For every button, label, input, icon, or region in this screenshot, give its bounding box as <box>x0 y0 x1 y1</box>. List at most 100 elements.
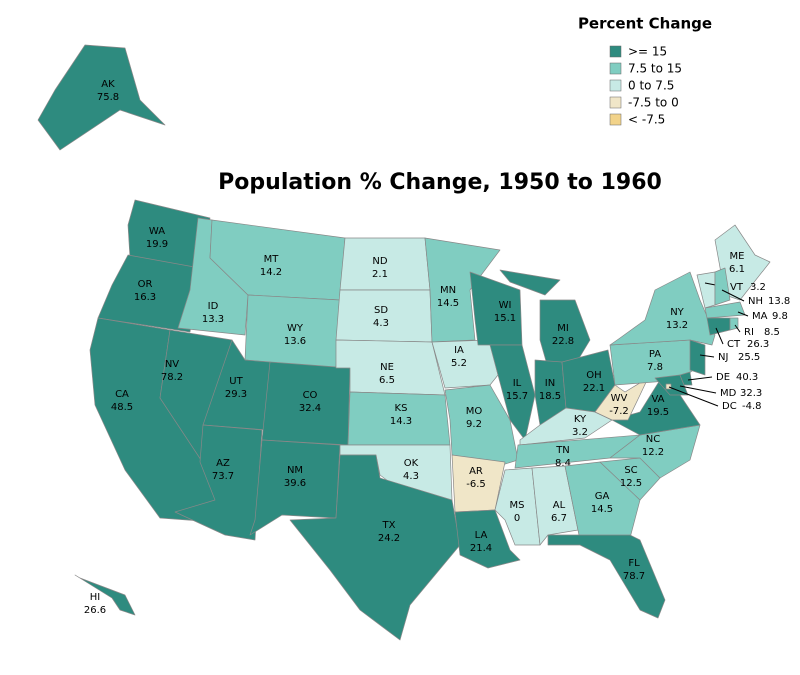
state-abbr: AL <box>553 500 566 511</box>
state-abbr: WV <box>611 393 628 404</box>
state-abbr: OR <box>138 279 153 290</box>
leader-line <box>737 311 749 317</box>
state-abbr: MN <box>440 285 456 296</box>
state-region <box>714 267 731 306</box>
state-value: -6.5 <box>466 479 486 490</box>
state-abbr: AK <box>101 79 115 90</box>
state-abbr: CT <box>727 339 741 350</box>
leader-line <box>679 385 717 394</box>
state-abbr: HI <box>90 592 100 603</box>
leader-line <box>699 354 715 358</box>
state-abbr: IA <box>454 345 464 356</box>
state-value: 13.6 <box>284 336 306 347</box>
state-value: 22.1 <box>583 383 605 394</box>
state-abbr: IL <box>513 378 522 389</box>
state-region <box>335 289 433 343</box>
legend-label: < -7.5 <box>628 113 665 127</box>
state-value: 6.1 <box>729 264 745 275</box>
state-value: 73.7 <box>212 471 234 482</box>
state-value: 29.3 <box>225 389 247 400</box>
state-abbr: ND <box>372 256 387 267</box>
state-abbr: NH <box>748 296 763 307</box>
state-value: 14.2 <box>260 267 282 278</box>
state-abbr: MT <box>264 254 280 265</box>
state-region <box>174 424 263 541</box>
state-abbr: IN <box>545 378 555 389</box>
state-region <box>594 377 649 421</box>
state-value: 32.4 <box>299 403 321 414</box>
state-region <box>37 44 166 151</box>
state-region <box>564 461 641 541</box>
state-value: 22.8 <box>552 336 574 347</box>
state-abbr: NM <box>287 465 303 476</box>
state-abbr: VT <box>730 282 744 293</box>
state-abbr: MS <box>510 500 525 511</box>
state-abbr: WY <box>287 323 304 334</box>
legend-swatch <box>609 96 622 109</box>
state-value: -7.2 <box>609 406 629 417</box>
leader-line <box>721 289 745 302</box>
state-region <box>654 374 689 396</box>
state-abbr: CO <box>303 390 318 401</box>
state-abbr: OH <box>586 370 601 381</box>
state-abbr: VA <box>651 394 664 405</box>
state-abbr: CA <box>115 389 129 400</box>
state-value: 9.8 <box>772 311 788 322</box>
state-value: 26.3 <box>747 339 769 350</box>
legend-label: 7.5 to 15 <box>628 62 682 76</box>
state-region <box>665 383 672 390</box>
state-value: 32.3 <box>740 388 762 399</box>
state-abbr: RI <box>744 327 754 338</box>
state-value: 19.9 <box>146 239 168 250</box>
state-abbr: WI <box>499 300 512 311</box>
state-value: 39.6 <box>284 478 306 489</box>
state-value: 13.8 <box>768 296 790 307</box>
state-abbr: MD <box>720 388 737 399</box>
state-region <box>424 237 501 343</box>
state-value: 75.8 <box>97 92 119 103</box>
leader-line <box>668 386 719 407</box>
state-abbr: KY <box>574 414 587 425</box>
state-value: -4.8 <box>742 401 762 412</box>
state-value: 4.3 <box>373 318 389 329</box>
state-value: 14.5 <box>437 298 459 309</box>
state-abbr: ID <box>208 301 219 312</box>
state-region <box>679 371 693 386</box>
state-region <box>289 454 461 641</box>
state-abbr: TX <box>382 520 396 531</box>
state-value: 40.3 <box>736 372 758 383</box>
state-value: 48.5 <box>111 402 133 413</box>
state-value: 16.3 <box>134 292 156 303</box>
legend-swatch <box>609 79 622 92</box>
map-title: Population % Change, 1950 to 1960 <box>218 170 662 195</box>
state-value: 19.5 <box>647 407 669 418</box>
state-value: 7.8 <box>647 362 663 373</box>
state-value: 13.3 <box>202 314 224 325</box>
legend-swatch <box>609 62 622 75</box>
state-abbr: SD <box>374 305 388 316</box>
state-value: 15.7 <box>506 391 528 402</box>
state-abbr: NV <box>165 359 179 370</box>
state-value: 0 <box>514 513 520 524</box>
state-abbr: SC <box>624 465 637 476</box>
state-value: 3.2 <box>750 282 766 293</box>
legend-swatch <box>609 113 622 126</box>
legend-label: >= 15 <box>628 45 667 59</box>
state-region <box>97 254 201 333</box>
state-region <box>531 465 579 546</box>
state-region <box>547 534 666 619</box>
state-abbr: PA <box>649 349 661 360</box>
state-region <box>74 574 136 616</box>
state-abbr: NC <box>646 434 660 445</box>
state-value: 21.4 <box>470 543 492 554</box>
state-abbr: TN <box>555 445 570 456</box>
state-region <box>689 339 706 376</box>
state-abbr: KS <box>395 403 408 414</box>
state-value: 4.3 <box>403 471 419 482</box>
state-value: 6.7 <box>551 513 567 524</box>
state-abbr: NE <box>380 362 394 373</box>
state-value: 5.2 <box>451 358 467 369</box>
state-value: 6.5 <box>379 375 395 386</box>
state-value: 24.2 <box>378 533 400 544</box>
